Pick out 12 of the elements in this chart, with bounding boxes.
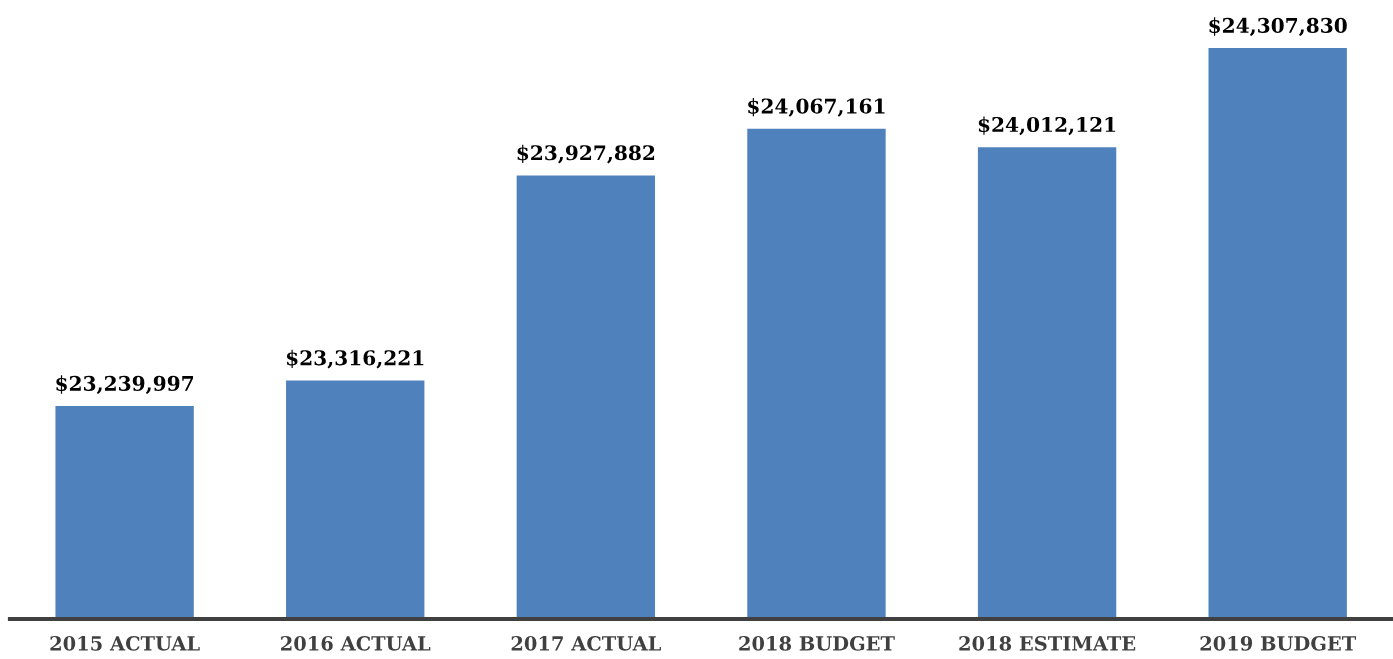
x-tick-label: 2018 ESTIMATE <box>959 636 1136 651</box>
x-tick-label: 2017 ACTUAL <box>511 636 661 651</box>
data-label: $24,012,121 <box>978 116 1116 136</box>
data-label: $23,239,997 <box>56 375 194 395</box>
x-tick-label: 2016 ACTUAL <box>281 636 431 651</box>
x-tick-label: 2019 BUDGET <box>1200 636 1357 651</box>
data-label: $24,067,161 <box>748 98 885 117</box>
x-tick-label: 2015 ACTUAL <box>50 636 200 651</box>
x-tick-label: 2018 BUDGET <box>739 636 895 651</box>
data-label: $23,316,221 <box>286 349 424 369</box>
data-label: $23,927,882 <box>517 144 655 164</box>
data-label: $24,307,830 <box>1209 17 1347 37</box>
